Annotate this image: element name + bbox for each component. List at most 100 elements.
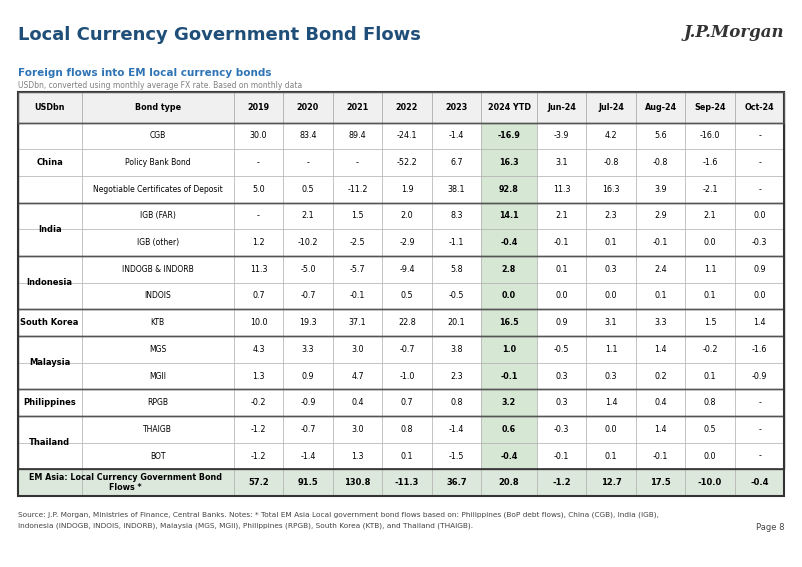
Bar <box>283 336 333 363</box>
Text: 2021: 2021 <box>346 103 369 112</box>
Bar <box>686 122 735 149</box>
Bar <box>586 310 636 336</box>
Text: 17.5: 17.5 <box>650 479 671 487</box>
Text: 1.1: 1.1 <box>605 345 618 354</box>
Bar <box>383 390 431 416</box>
Bar <box>283 256 333 282</box>
Text: Oct-24: Oct-24 <box>745 103 775 112</box>
Text: 0.6: 0.6 <box>502 425 516 434</box>
Text: Negotiable Certificates of Deposit: Negotiable Certificates of Deposit <box>93 185 222 194</box>
Bar <box>537 443 586 469</box>
Bar <box>431 229 481 256</box>
Text: 8.3: 8.3 <box>450 211 463 221</box>
Bar <box>636 256 686 282</box>
Text: -10.2: -10.2 <box>298 238 318 247</box>
Text: -0.9: -0.9 <box>300 398 316 407</box>
Bar <box>735 416 784 443</box>
Bar <box>233 282 283 310</box>
Text: -11.3: -11.3 <box>395 479 419 487</box>
Text: 2.1: 2.1 <box>555 211 568 221</box>
Bar <box>537 336 586 363</box>
Bar <box>586 416 636 443</box>
Text: 3.3: 3.3 <box>654 318 666 327</box>
Bar <box>537 229 586 256</box>
Bar <box>481 92 537 122</box>
Bar <box>586 229 636 256</box>
Text: 92.8: 92.8 <box>499 185 519 194</box>
Text: Local Currency Government Bond Flows: Local Currency Government Bond Flows <box>18 26 420 44</box>
Text: 0.1: 0.1 <box>605 238 618 247</box>
Bar <box>636 92 686 122</box>
Bar <box>383 122 431 149</box>
Text: Foreign flows into EM local currency bonds: Foreign flows into EM local currency bon… <box>18 68 271 78</box>
Bar <box>686 336 735 363</box>
Bar <box>383 336 431 363</box>
Text: -1.5: -1.5 <box>449 451 464 460</box>
Text: MGS: MGS <box>149 345 166 354</box>
Text: -1.4: -1.4 <box>449 132 464 141</box>
Bar <box>383 282 431 310</box>
Text: -24.1: -24.1 <box>397 132 417 141</box>
Text: 0.9: 0.9 <box>302 371 314 380</box>
Bar <box>82 92 233 122</box>
Text: 0.2: 0.2 <box>654 371 667 380</box>
Bar <box>636 229 686 256</box>
Bar <box>481 310 537 336</box>
Bar <box>18 256 784 310</box>
Bar <box>431 443 481 469</box>
Text: -: - <box>257 211 260 221</box>
Text: -16.0: -16.0 <box>700 132 720 141</box>
Bar <box>636 336 686 363</box>
Bar <box>686 363 735 390</box>
Text: -1.2: -1.2 <box>251 425 266 434</box>
Bar <box>82 443 233 469</box>
Text: Jun-24: Jun-24 <box>547 103 576 112</box>
Bar <box>481 202 537 229</box>
Bar <box>586 336 636 363</box>
Bar <box>537 390 586 416</box>
Text: -9.4: -9.4 <box>399 265 415 274</box>
Bar <box>233 443 283 469</box>
Text: 0.7: 0.7 <box>401 398 413 407</box>
Text: 2.1: 2.1 <box>302 211 314 221</box>
Text: 5.6: 5.6 <box>654 132 667 141</box>
Text: 2.4: 2.4 <box>654 265 667 274</box>
Text: BOT: BOT <box>150 451 165 460</box>
Text: -0.2: -0.2 <box>703 345 718 354</box>
Bar <box>283 416 333 443</box>
Bar <box>735 363 784 390</box>
Text: 1.4: 1.4 <box>753 318 766 327</box>
Text: 1.4: 1.4 <box>654 425 666 434</box>
Bar <box>686 282 735 310</box>
Bar <box>383 310 431 336</box>
Text: 1.4: 1.4 <box>605 398 618 407</box>
Bar <box>431 122 481 149</box>
Bar <box>333 202 383 229</box>
Bar <box>735 256 784 282</box>
Bar <box>735 92 784 122</box>
Text: -0.3: -0.3 <box>752 238 768 247</box>
Text: 0.0: 0.0 <box>502 291 516 301</box>
Bar <box>636 469 686 496</box>
Text: 0.5: 0.5 <box>302 185 314 194</box>
Bar <box>431 336 481 363</box>
Text: -0.7: -0.7 <box>300 291 316 301</box>
Bar <box>333 469 383 496</box>
Bar <box>481 363 537 390</box>
Text: IGB (FAR): IGB (FAR) <box>140 211 176 221</box>
Bar <box>333 282 383 310</box>
Bar <box>333 256 383 282</box>
Bar <box>283 310 333 336</box>
Bar <box>537 310 586 336</box>
Bar <box>283 122 333 149</box>
Bar <box>686 149 735 176</box>
Bar <box>82 176 233 202</box>
Text: -0.1: -0.1 <box>500 371 518 380</box>
Text: -52.2: -52.2 <box>397 158 417 167</box>
Bar <box>586 92 636 122</box>
Text: -1.6: -1.6 <box>703 158 718 167</box>
Text: 0.1: 0.1 <box>605 451 618 460</box>
Text: 20.8: 20.8 <box>499 479 520 487</box>
Text: 10.0: 10.0 <box>249 318 267 327</box>
Bar <box>233 336 283 363</box>
